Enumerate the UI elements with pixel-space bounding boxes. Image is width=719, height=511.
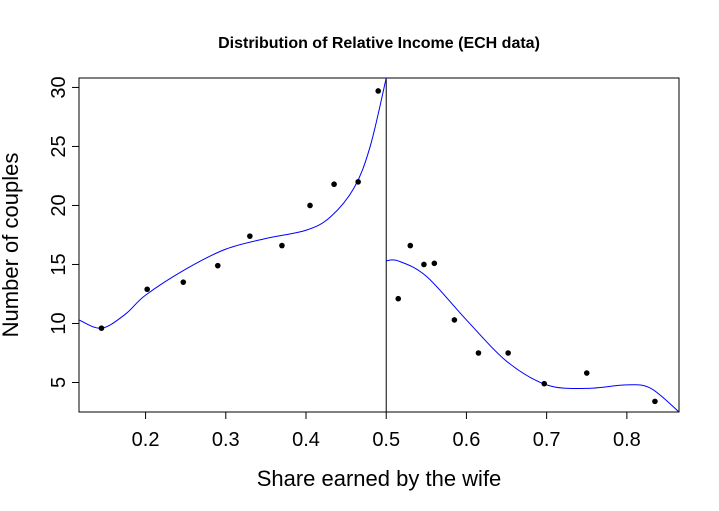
x-axis-label: Share earned by the wife: [257, 466, 502, 491]
x-tick-label: 0.7: [533, 429, 561, 451]
data-point: [144, 286, 150, 293]
data-point: [395, 295, 402, 302]
data-point: [431, 260, 438, 267]
plot-frame: [78, 77, 680, 413]
x-tick-label: 0.5: [372, 429, 400, 451]
data-point: [247, 233, 253, 239]
data-point: [214, 262, 221, 269]
data-point: [355, 179, 361, 185]
x-tick-label: 0.2: [132, 429, 160, 451]
data-point: [451, 317, 458, 323]
y-tick-label: 10: [48, 312, 70, 334]
data-point: [180, 279, 187, 285]
y-tick-label: 20: [48, 194, 70, 216]
x-tick-label: 0.4: [292, 429, 320, 451]
data-point: [541, 380, 548, 387]
x-tick-label: 0.6: [453, 429, 481, 451]
chart-title: Distribution of Relative Income (ECH dat…: [218, 35, 540, 52]
data-point: [279, 242, 285, 249]
data-point: [407, 242, 414, 249]
axes: 0.2 0.3 0.4 0.5 0.6 0.7 0.8 5 10 15 20 25 30: [48, 76, 641, 451]
y-tick-label: 30: [48, 76, 70, 98]
y-tick-label: 25: [48, 135, 70, 157]
data-point: [98, 325, 105, 332]
data-point: [421, 261, 427, 268]
y-tick-label: 5: [48, 377, 70, 388]
data-points: [98, 88, 658, 405]
y-tick-label: 15: [48, 253, 70, 275]
data-point: [652, 398, 658, 405]
data-point: [307, 202, 313, 209]
fit-lines: [79, 78, 679, 412]
data-point: [375, 88, 381, 94]
data-point: [505, 350, 511, 356]
y-axis-label: Number of couples: [0, 153, 23, 338]
data-point: [583, 370, 590, 376]
fit-curve-right: [386, 259, 679, 412]
fit-curve-left: [79, 78, 387, 329]
data-point: [331, 181, 337, 188]
x-tick-label: 0.3: [212, 429, 240, 451]
data-point: [475, 350, 482, 356]
x-tick-label: 0.8: [613, 429, 641, 451]
